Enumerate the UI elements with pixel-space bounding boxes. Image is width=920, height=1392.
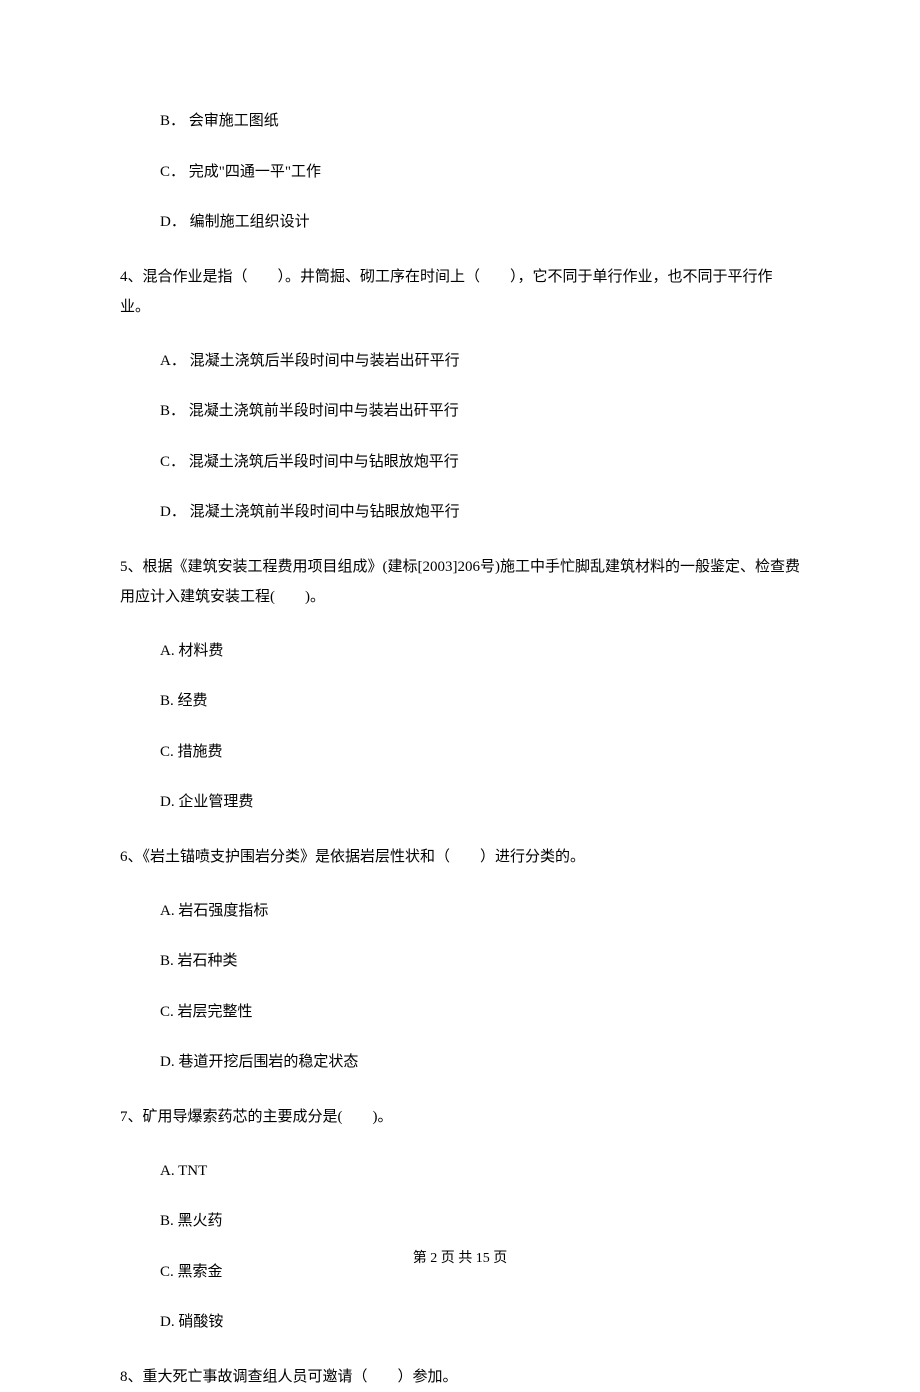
question-4: 4、混合作业是指（ ）。井筒掘、砌工序在时间上（ ），它不同于单行作业，也不同于… — [120, 262, 800, 322]
question-7: 7、矿用导爆索药芯的主要成分是( )。 — [120, 1102, 800, 1132]
option-prev-d: D． 编制施工组织设计 — [160, 211, 800, 234]
option-letter: A. — [160, 903, 175, 919]
option-text: 岩石强度指标 — [178, 903, 268, 919]
option-text: 混凝土浇筑前半段时间中与装岩出矸平行 — [189, 403, 459, 419]
option-5-c: C. 措施费 — [160, 741, 800, 764]
option-text: 岩层完整性 — [178, 1004, 253, 1020]
option-text: TNT — [178, 1163, 207, 1179]
option-text: 经费 — [178, 693, 208, 709]
option-5-a: A. 材料费 — [160, 640, 800, 663]
option-5-d: D. 企业管理费 — [160, 791, 800, 814]
option-text: 混凝土浇筑前半段时间中与钻眼放炮平行 — [190, 504, 460, 520]
option-letter: B. — [160, 953, 174, 969]
option-text: 混凝土浇筑后半段时间中与装岩出矸平行 — [190, 353, 460, 369]
option-text: 硝酸铵 — [178, 1314, 223, 1330]
option-4-a: A． 混凝土浇筑后半段时间中与装岩出矸平行 — [160, 350, 800, 373]
option-text: 巷道开挖后围岩的稳定状态 — [178, 1054, 358, 1070]
option-letter: D. — [160, 794, 175, 810]
option-letter: B． — [160, 403, 185, 419]
option-text: 材料费 — [178, 643, 223, 659]
option-letter: D. — [160, 1054, 175, 1070]
option-text: 混凝土浇筑后半段时间中与钻眼放炮平行 — [189, 454, 459, 470]
option-letter: A． — [160, 353, 186, 369]
option-4-c: C． 混凝土浇筑后半段时间中与钻眼放炮平行 — [160, 451, 800, 474]
page-footer: 第 2 页 共 15 页 — [0, 1247, 920, 1267]
option-text: 黑火药 — [178, 1213, 223, 1229]
option-text: 完成"四通一平"工作 — [189, 164, 321, 180]
option-letter: C. — [160, 1004, 174, 1020]
option-7-b: B. 黑火药 — [160, 1210, 800, 1233]
question-8: 8、重大死亡事故调查组人员可邀请（ ）参加。 — [120, 1362, 800, 1392]
option-text: 会审施工图纸 — [189, 113, 279, 129]
option-6-d: D. 巷道开挖后围岩的稳定状态 — [160, 1051, 800, 1074]
option-letter: B. — [160, 1213, 174, 1229]
option-letter: A. — [160, 1163, 175, 1179]
option-prev-b: B． 会审施工图纸 — [160, 110, 800, 133]
option-text: 企业管理费 — [178, 794, 253, 810]
option-6-a: A. 岩石强度指标 — [160, 900, 800, 923]
option-letter: B． — [160, 113, 185, 129]
option-text: 编制施工组织设计 — [190, 214, 310, 230]
option-5-b: B. 经费 — [160, 690, 800, 713]
option-6-b: B. 岩石种类 — [160, 950, 800, 973]
question-5: 5、根据《建筑安装工程费用项目组成》(建标[2003]206号)施工中手忙脚乱建… — [120, 552, 800, 612]
option-7-a: A. TNT — [160, 1160, 800, 1183]
option-prev-c: C． 完成"四通一平"工作 — [160, 161, 800, 184]
option-4-d: D． 混凝土浇筑前半段时间中与钻眼放炮平行 — [160, 501, 800, 524]
option-6-c: C. 岩层完整性 — [160, 1001, 800, 1024]
option-letter: A. — [160, 643, 175, 659]
option-letter: D． — [160, 504, 186, 520]
option-4-b: B． 混凝土浇筑前半段时间中与装岩出矸平行 — [160, 400, 800, 423]
option-letter: D. — [160, 1314, 175, 1330]
option-letter: B. — [160, 693, 174, 709]
option-7-d: D. 硝酸铵 — [160, 1311, 800, 1334]
option-letter: C． — [160, 164, 185, 180]
option-letter: C. — [160, 744, 174, 760]
option-text: 措施费 — [178, 744, 223, 760]
option-text: 岩石种类 — [178, 953, 238, 969]
option-letter: C． — [160, 454, 185, 470]
option-letter: D． — [160, 214, 186, 230]
question-6: 6、《岩土锚喷支护围岩分类》是依据岩层性状和（ ）进行分类的。 — [120, 842, 800, 872]
